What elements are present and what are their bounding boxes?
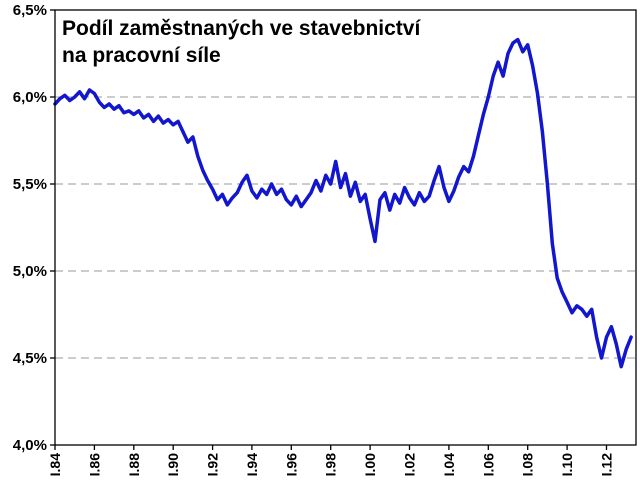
x-tick-label: I.94 [244, 453, 260, 477]
x-tick-label: I.98 [323, 453, 339, 477]
y-tick-label: 6,0% [13, 89, 47, 106]
x-tick-label: I.88 [126, 453, 142, 477]
y-tick-label: 6,5% [13, 2, 47, 19]
x-tick-label: I.12 [599, 453, 615, 477]
x-tick-label: I.92 [205, 453, 221, 477]
x-tick-label: I.86 [86, 453, 102, 477]
x-tick-label: I.84 [47, 453, 63, 477]
series-line [53, 37, 633, 369]
x-tick-label: I.08 [520, 453, 536, 477]
x-tick-label: I.10 [559, 453, 575, 477]
x-tick-label: I.90 [165, 453, 181, 477]
y-tick-label: 5,5% [13, 176, 47, 193]
x-tick-label: I.02 [402, 453, 418, 477]
plot-border [54, 9, 637, 446]
x-tick-label: I.00 [362, 453, 378, 477]
y-tick-label: 5,0% [13, 263, 47, 280]
y-tick-label: 4,0% [13, 437, 47, 454]
x-tick-label: I.06 [480, 453, 496, 477]
x-tick-label: I.96 [283, 453, 299, 477]
plot-background [55, 10, 636, 445]
x-tick-label: I.04 [441, 453, 457, 477]
y-tick-label: 4,5% [13, 350, 47, 367]
